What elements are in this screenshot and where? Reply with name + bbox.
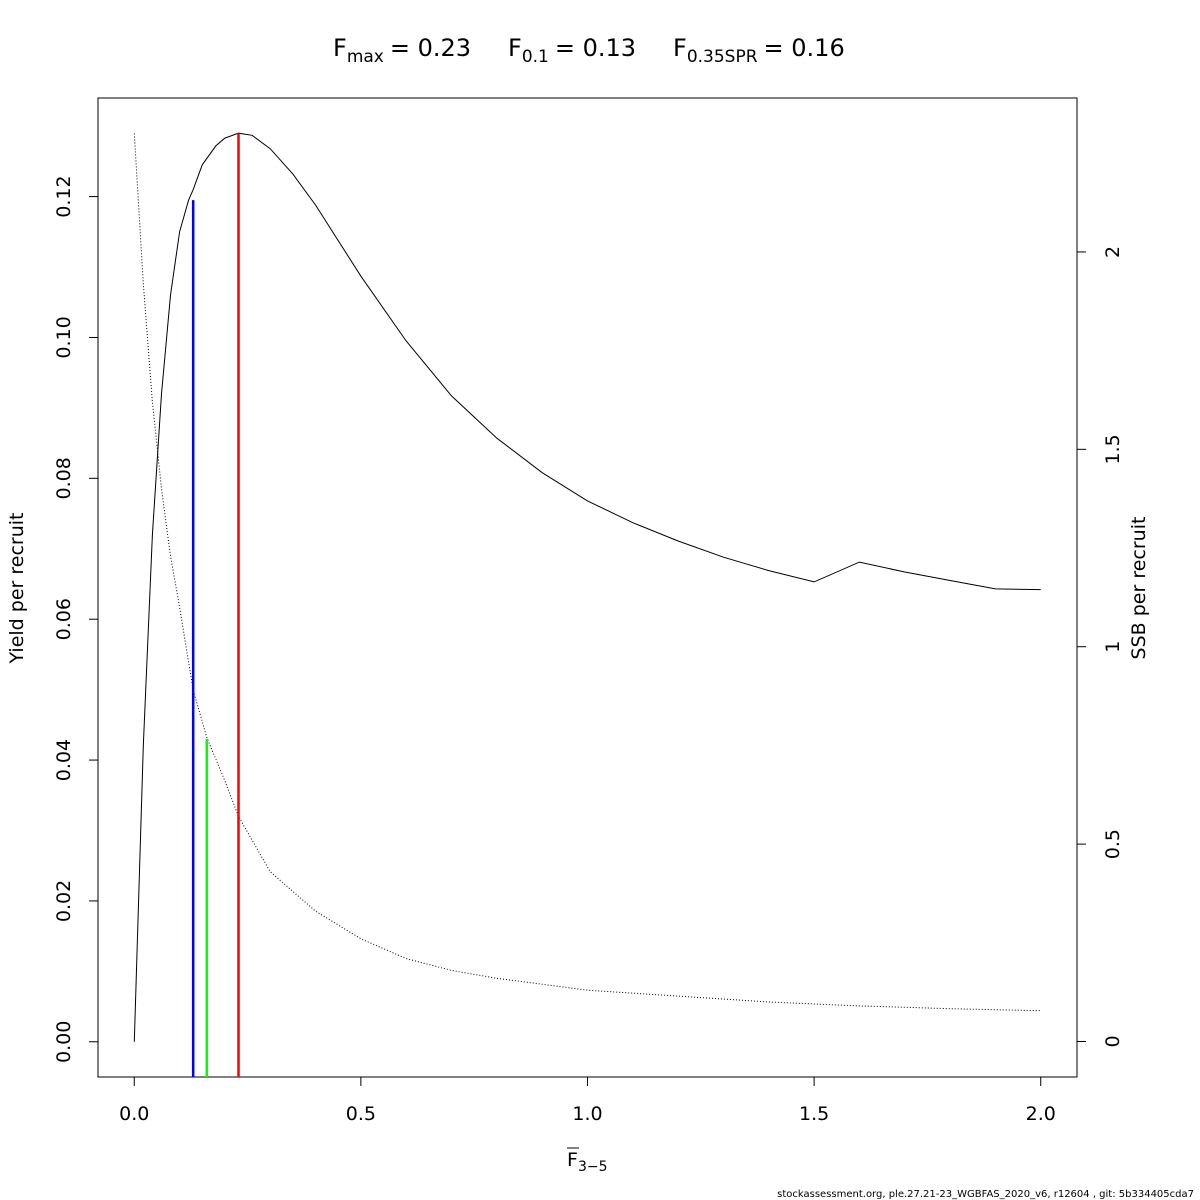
y-right-tick-label: 1.5: [1102, 434, 1124, 464]
title-fspr: F0.35SPR = 0.16: [673, 34, 845, 67]
yield-per-recruit-line: [133, 132, 1041, 1042]
x-tick-label: 2.0: [1026, 1103, 1056, 1125]
y-axis-label-right: SSB per recruit: [1128, 517, 1150, 660]
y-axis-label-left: Yield per recruit: [6, 513, 28, 665]
y-axis-left: 0.00 0.02 0.04 0.06 0.08 0.10 0.12: [53, 175, 99, 1063]
x-tick-label: 0.0: [119, 1103, 149, 1125]
plot-frame: [97, 97, 1078, 1078]
x-tick-label: 1.5: [799, 1103, 829, 1125]
y-left-tick-label: 0.04: [53, 739, 75, 781]
chart-title: Fmax = 0.23 F0.1 = 0.13 F0.35SPR = 0.16: [333, 34, 845, 67]
y-left-tick-label: 0.00: [53, 1021, 75, 1063]
y-right-tick-label: 1: [1102, 641, 1124, 653]
series-layer: [133, 132, 1041, 1042]
y-left-tick-label: 0.12: [53, 175, 75, 217]
title-f01: F0.1 = 0.13: [508, 34, 636, 67]
y-left-tick-label: 0.06: [53, 598, 75, 640]
x-axis-label: F3−5: [567, 1147, 607, 1175]
reference-lines: [191, 133, 240, 1077]
title-fmax: Fmax = 0.23: [333, 34, 471, 67]
y-axis-right: 0 0.5 1 1.5 2: [1076, 246, 1124, 1048]
x-tick-label: 0.5: [346, 1103, 376, 1125]
x-tick-label: 1.0: [572, 1103, 602, 1125]
y-right-tick-label: 0: [1102, 1035, 1124, 1047]
y-left-tick-label: 0.10: [53, 316, 75, 358]
y-left-tick-label: 0.02: [53, 880, 75, 922]
ssb-per-recruit-line: [133, 133, 1041, 1012]
y-right-tick-label: 2: [1102, 246, 1124, 258]
footer-text: stockassessment.org, ple.27.21-23_WGBFAS…: [777, 1189, 1194, 1200]
svg-text:F3−5: F3−5: [567, 1149, 607, 1175]
y-left-tick-label: 0.08: [53, 457, 75, 499]
y-right-tick-label: 0.5: [1102, 829, 1124, 859]
x-axis: 0.0 0.5 1.0 1.5 2.0: [119, 1076, 1056, 1125]
